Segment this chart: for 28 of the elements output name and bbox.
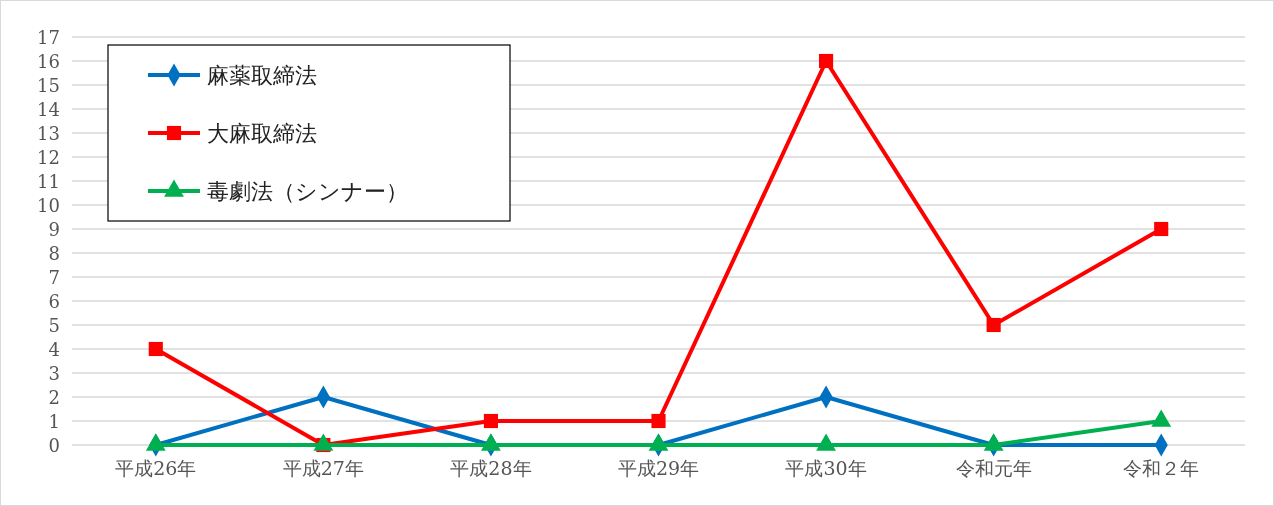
y-tick-label: 5 (48, 314, 60, 336)
y-tick-label: 9 (48, 218, 60, 240)
x-tick-label: 平成28年 (450, 457, 532, 479)
legend-label: 毒劇法（シンナー） (207, 178, 408, 204)
legend-label: 大麻取締法 (207, 120, 317, 146)
legend-label: 麻薬取締法 (207, 62, 317, 88)
y-tick-label: 8 (48, 242, 60, 264)
y-tick-label: 13 (37, 122, 60, 144)
y-tick-label: 3 (48, 362, 60, 384)
y-tick-label: 2 (48, 386, 60, 408)
y-tick-label: 1 (48, 410, 60, 432)
x-tick-label: 平成26年 (115, 457, 197, 479)
y-tick-label: 11 (37, 170, 60, 192)
y-tick-label: 4 (48, 338, 60, 360)
x-tick-label: 平成27年 (282, 457, 364, 479)
y-tick-label: 7 (48, 266, 60, 288)
x-tick-label: 平成29年 (617, 457, 700, 479)
y-tick-label: 14 (37, 98, 60, 120)
y-tick-label: 15 (37, 74, 60, 96)
y-tick-label: 6 (48, 290, 60, 312)
y-tick-label: 12 (37, 146, 60, 168)
x-tick-label: 令和２年 (1123, 457, 1200, 479)
y-tick-label: 17 (37, 26, 60, 48)
y-tick-label: 10 (37, 194, 60, 216)
y-tick-label: 0 (48, 434, 60, 456)
x-tick-label: 平成30年 (785, 457, 867, 479)
y-tick-label: 16 (37, 50, 60, 72)
x-tick-label: 令和元年 (955, 457, 1032, 479)
